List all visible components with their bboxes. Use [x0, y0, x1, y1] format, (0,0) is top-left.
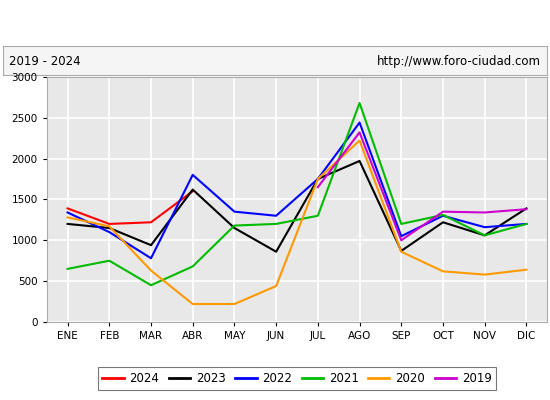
Text: 2019 - 2024: 2019 - 2024: [9, 55, 81, 68]
Legend: 2024, 2023, 2022, 2021, 2020, 2019: 2024, 2023, 2022, 2021, 2020, 2019: [98, 367, 496, 390]
Text: http://www.foro-ciudad.com: http://www.foro-ciudad.com: [377, 55, 541, 68]
Text: Evolucion Nº Turistas Nacionales en el municipio de Caminomorisco: Evolucion Nº Turistas Nacionales en el m…: [26, 16, 524, 30]
